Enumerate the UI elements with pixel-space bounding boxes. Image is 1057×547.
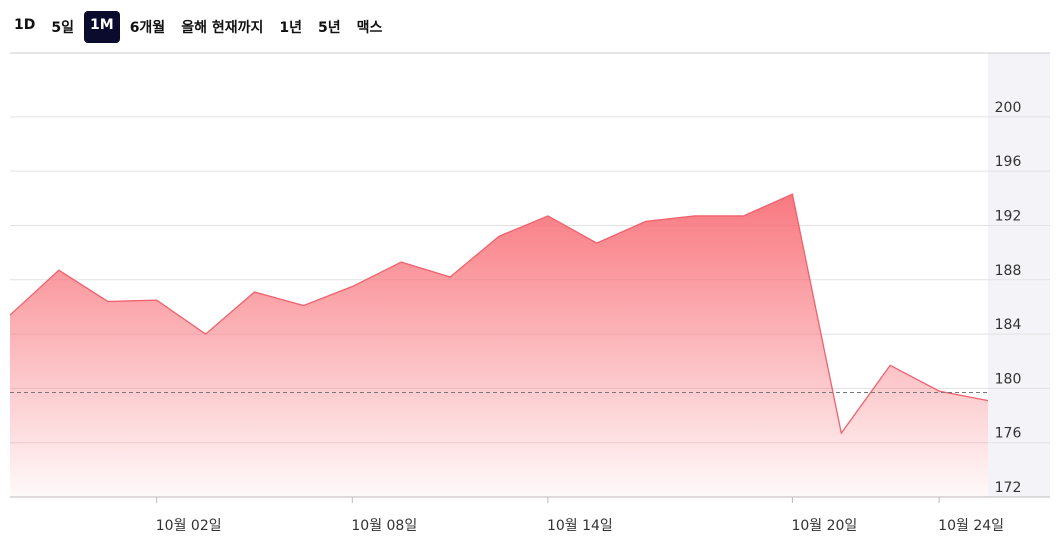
x-tick-label: 10월 24일 <box>938 518 1004 534</box>
axis-panel <box>988 53 1050 497</box>
y-tick-label: 176 <box>995 426 1022 442</box>
line <box>9 193 989 435</box>
y-tick-label: 200 <box>995 100 1022 116</box>
range-button[interactable]: 맥스 <box>356 20 383 36</box>
range-button[interactable]: 1D <box>14 17 36 33</box>
y-tick-label: 196 <box>995 154 1022 170</box>
y-tick-label: 172 <box>995 480 1022 496</box>
range-selector: 1D 5일 1M 6개월 올해 현재까지 1년 5년 맥스 <box>8 11 388 43</box>
range-button[interactable]: 1년 <box>279 20 302 36</box>
y-tick-label: 192 <box>995 208 1022 224</box>
range-button[interactable]: 6개월 <box>129 20 166 36</box>
x-tick-label: 10월 14일 <box>547 518 613 534</box>
y-tick-label: 188 <box>995 263 1022 279</box>
x-tick-label: 10월 02일 <box>156 518 222 534</box>
range-button[interactable]: 5일 <box>51 20 74 36</box>
y-tick-label: 180 <box>995 371 1022 387</box>
range-button[interactable]: 올해 현재까지 <box>181 20 264 36</box>
range-button[interactable]: 5년 <box>317 20 341 36</box>
y-tick-label: 184 <box>995 317 1022 333</box>
range-button[interactable]: 1M <box>84 11 120 43</box>
x-tick-label: 10월 08일 <box>351 518 417 534</box>
x-tick-label: 10월 20일 <box>791 518 857 534</box>
area <box>10 194 988 498</box>
